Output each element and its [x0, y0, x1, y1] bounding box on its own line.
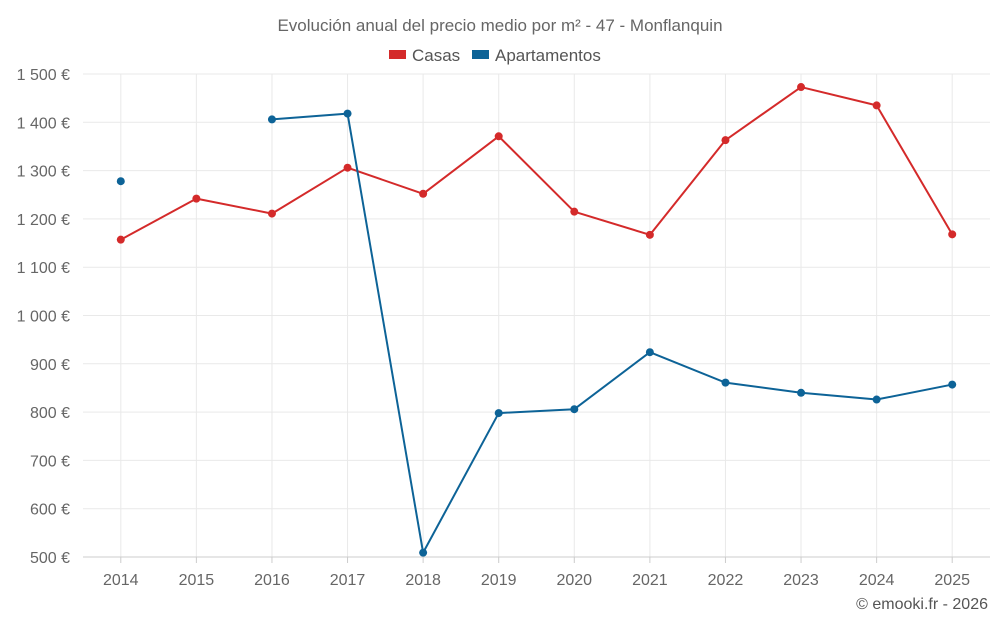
series-apartamentos — [116, 109, 957, 557]
x-tick-label: 2021 — [632, 572, 668, 589]
legend-item-apartamentos[interactable]: Apartamentos — [472, 46, 601, 65]
y-tick-label: 1 100 € — [17, 260, 70, 277]
data-point-casas[interactable] — [645, 230, 654, 239]
data-point-casas[interactable] — [872, 101, 881, 110]
legend-label-apartamentos: Apartamentos — [495, 46, 601, 65]
data-point-apartamentos[interactable] — [494, 409, 503, 418]
legend: Casas Apartamentos — [389, 46, 601, 65]
legend-swatch-casas — [389, 50, 406, 59]
y-tick-label: 1 000 € — [17, 309, 70, 326]
x-tick-label: 2015 — [179, 572, 215, 589]
data-point-casas[interactable] — [343, 163, 352, 172]
y-tick-label: 500 € — [30, 550, 70, 567]
y-tick-label: 700 € — [30, 453, 70, 470]
series-line-casas — [120, 86, 954, 241]
data-point-casas[interactable] — [116, 235, 125, 244]
x-axis: 2014 2015 2016 2017 2018 2019 2020 2021 2022 2023… — [83, 556, 990, 589]
x-tick-label: 2016 — [254, 572, 290, 589]
series-layer — [116, 83, 957, 557]
y-axis: 500 € 600 € 700 € 800 € 900 € 1 000 € 1 100 € 1… — [17, 67, 70, 567]
data-point-apartamentos[interactable] — [419, 548, 428, 557]
data-point-apartamentos[interactable] — [343, 109, 352, 118]
y-tick-label: 600 € — [30, 502, 70, 519]
x-tick-label: 2019 — [481, 572, 517, 589]
data-point-apartamentos[interactable] — [721, 378, 730, 387]
data-point-casas[interactable] — [948, 230, 957, 239]
legend-item-casas[interactable]: Casas — [389, 46, 460, 65]
x-tick-label: 2017 — [330, 572, 366, 589]
data-point-casas[interactable] — [419, 189, 428, 198]
x-tick-label: 2020 — [556, 572, 592, 589]
y-tick-label: 1 400 € — [17, 115, 70, 132]
x-tick-label: 2025 — [934, 572, 970, 589]
data-point-casas[interactable] — [494, 132, 503, 141]
x-tick-label: 2014 — [103, 572, 139, 589]
data-point-casas[interactable] — [267, 209, 276, 218]
x-tick-label: 2022 — [708, 572, 744, 589]
data-point-apartamentos[interactable] — [872, 395, 881, 404]
data-point-apartamentos[interactable] — [645, 348, 654, 357]
y-tick-label: 1 300 € — [17, 164, 70, 181]
y-tick-label: 1 500 € — [17, 67, 70, 84]
credit-text: © emooki.fr - 2026 — [856, 596, 988, 613]
series-casas — [116, 83, 957, 244]
data-point-casas[interactable] — [192, 194, 201, 203]
data-point-casas[interactable] — [721, 136, 730, 145]
data-point-apartamentos[interactable] — [116, 177, 125, 186]
data-point-apartamentos[interactable] — [570, 405, 579, 414]
x-tick-label: 2023 — [783, 572, 819, 589]
data-point-apartamentos[interactable] — [267, 115, 276, 124]
data-point-casas[interactable] — [797, 83, 806, 92]
x-tick-label: 2018 — [405, 572, 441, 589]
x-tick-label: 2024 — [859, 572, 895, 589]
y-tick-label: 800 € — [30, 405, 70, 422]
y-tick-label: 1 200 € — [17, 212, 70, 229]
chart-title: Evolución anual del precio medio por m² … — [277, 16, 722, 35]
series-line-apartamentos — [271, 112, 953, 554]
y-tick-label: 900 € — [30, 357, 70, 374]
data-point-casas[interactable] — [570, 207, 579, 216]
legend-label-casas: Casas — [412, 46, 460, 65]
legend-swatch-apartamentos — [472, 50, 489, 59]
data-point-apartamentos[interactable] — [948, 380, 957, 389]
gridlines — [83, 73, 990, 557]
data-point-apartamentos[interactable] — [797, 388, 806, 397]
